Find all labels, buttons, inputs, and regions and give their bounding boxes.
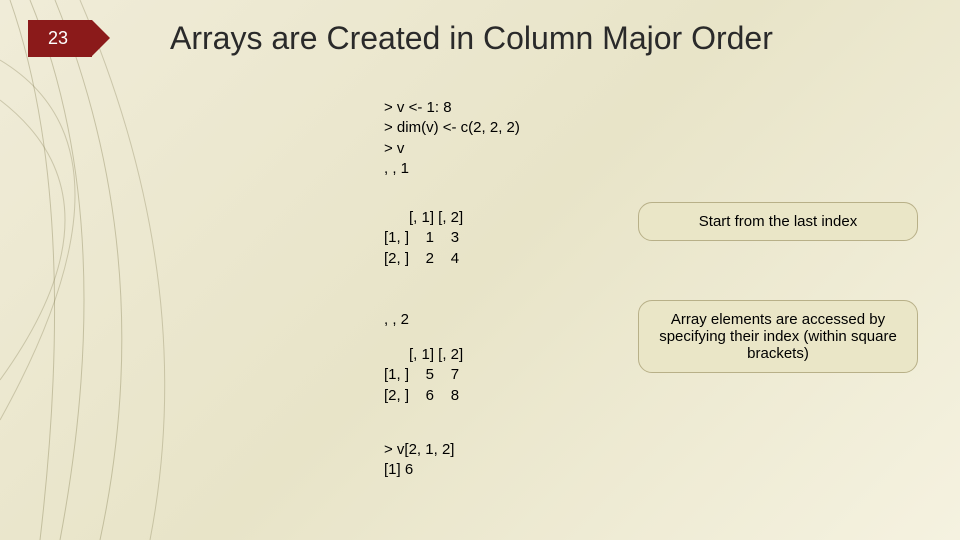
code-block-5: > v[2, 1, 2] [1] 6 (384, 440, 454, 481)
code-block-2: [, 1] [, 2] [1, ] 1 3 [2, ] 2 4 (384, 208, 463, 269)
slide-number-text: 23 (48, 28, 68, 48)
callout-last-index: Start from the last index (638, 202, 918, 241)
slide-title: Arrays are Created in Column Major Order (170, 20, 773, 57)
callout-2-text: Array elements are accessed by specifyin… (659, 311, 897, 362)
background-curves (0, 0, 960, 540)
code-block-3: , , 2 (384, 310, 409, 330)
callout-1-text: Start from the last index (699, 213, 857, 230)
callout-index-access: Array elements are accessed by specifyin… (638, 300, 918, 373)
code-block-4: [, 1] [, 2] [1, ] 5 7 [2, ] 6 8 (384, 345, 463, 406)
code-block-1: > v <- 1: 8 > dim(v) <- c(2, 2, 2) > v ,… (384, 98, 520, 179)
slide-number-badge: 23 (28, 20, 92, 57)
